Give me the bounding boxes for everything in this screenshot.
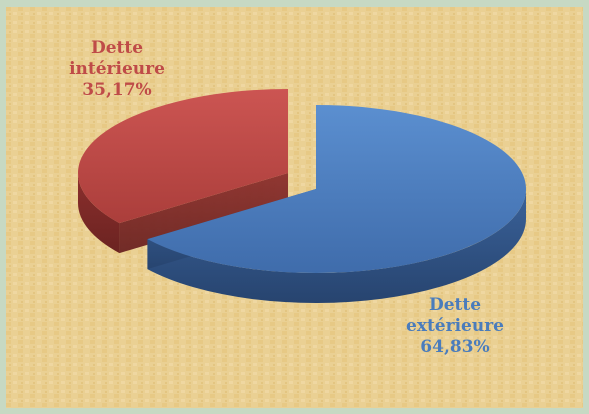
label-dette-interieure: Dette intérieure 35,17% — [62, 38, 172, 101]
slice-dette-interieure-top — [77, 89, 288, 224]
label-exterieure-line2: extérieure — [406, 316, 504, 336]
pie-chart — [6, 7, 583, 408]
label-exterieure-line1: Dette — [428, 295, 482, 315]
slice-dette-interieure-side — [78, 173, 120, 254]
chart-canvas: Dette intérieure 35,17% Dette extérieure… — [6, 7, 583, 408]
label-dette-exterieure: Dette extérieure 64,83% — [391, 295, 519, 358]
label-interieure-percent: 35,17% — [82, 80, 152, 100]
label-exterieure-percent: 64,83% — [420, 337, 490, 357]
slice-dette-exterieure-side — [147, 189, 526, 304]
slice-dette-exterieure-top — [147, 105, 526, 273]
slice-dette-interieure-cut-0 — [119, 173, 288, 254]
label-interieure-line2: intérieure — [69, 59, 165, 79]
slice-dette-interieure — [77, 89, 288, 254]
label-interieure-line1: Dette — [90, 38, 144, 58]
slice-dette-exterieure — [147, 105, 526, 304]
